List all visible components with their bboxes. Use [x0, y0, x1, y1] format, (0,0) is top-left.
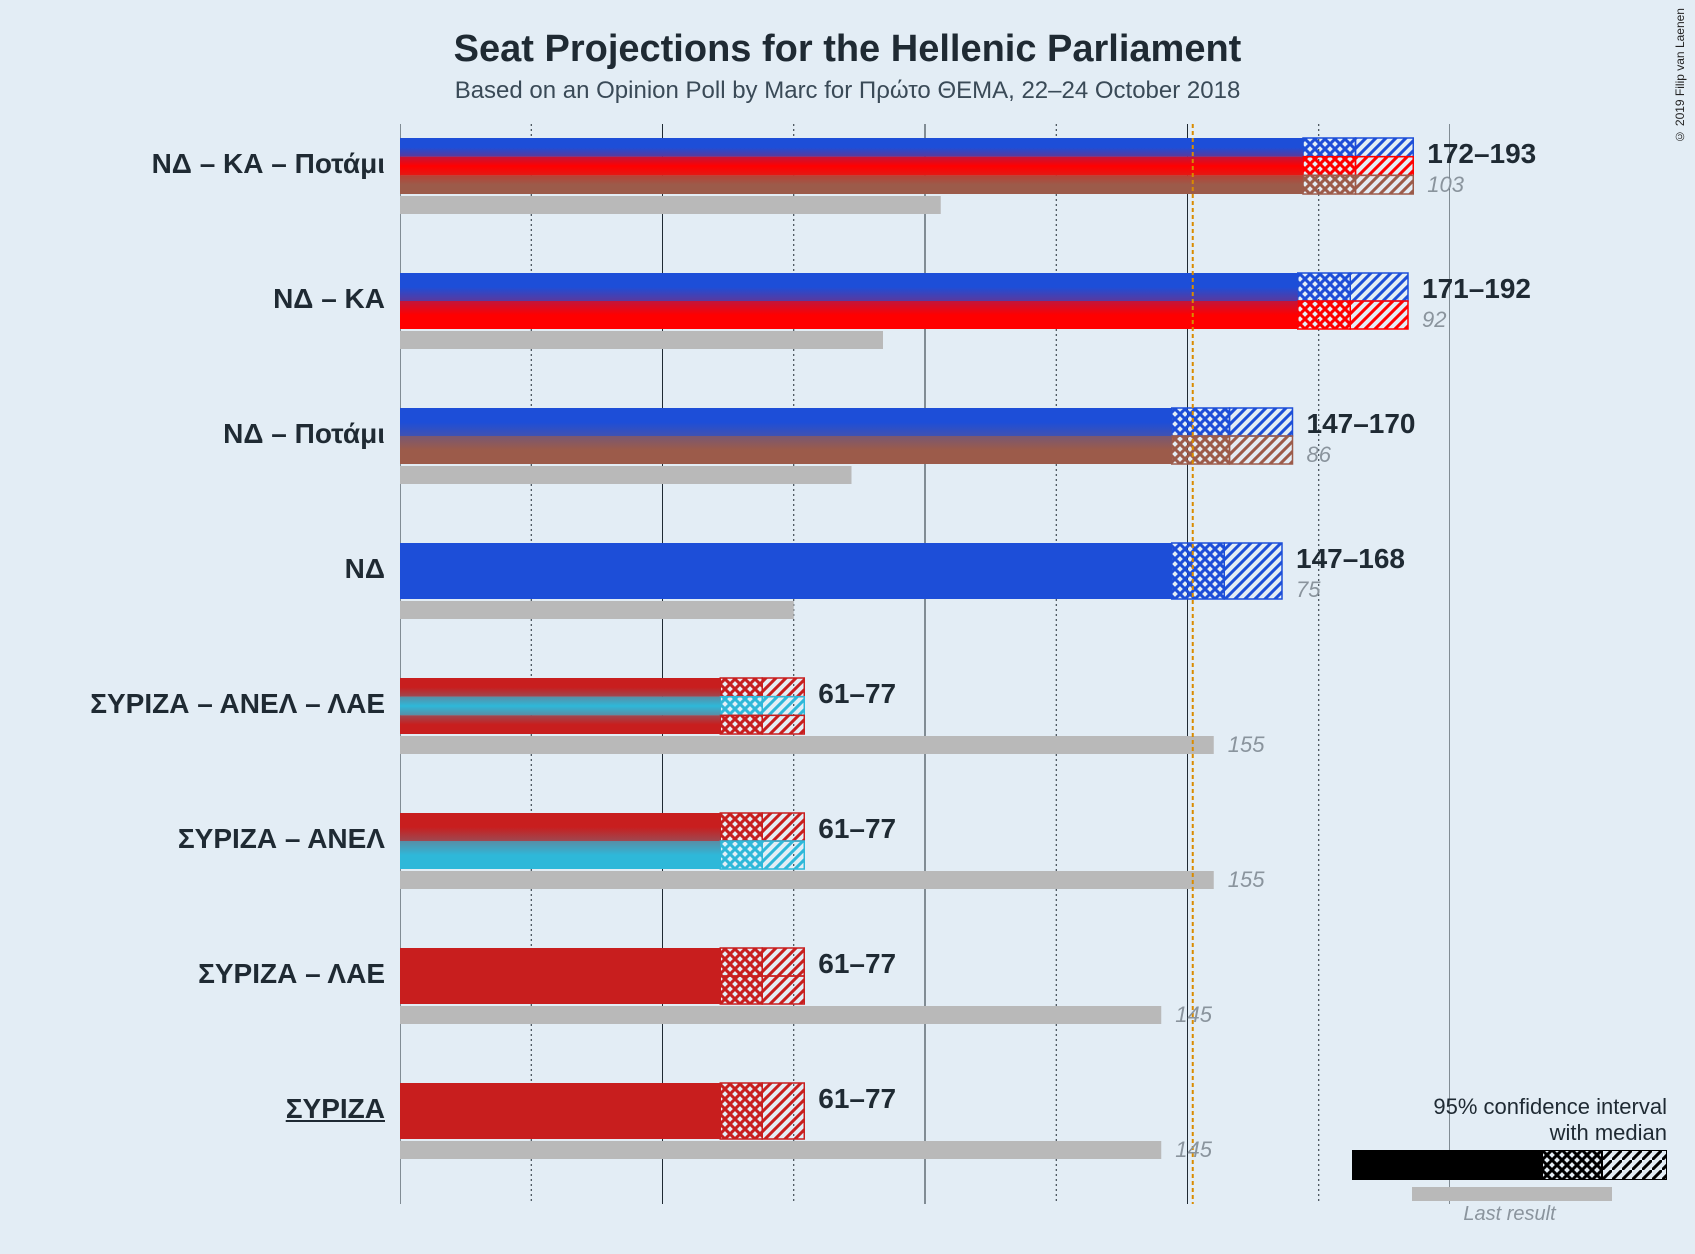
coalition-range: 147–170 — [1307, 408, 1416, 440]
coalition-label: ΝΔ — [5, 553, 385, 585]
copyright-text: © 2019 Filip van Laenen — [1673, 8, 1687, 143]
coalition-range: 172–193 — [1427, 138, 1536, 170]
legend-ci-label-1: 95% confidence interval — [1352, 1094, 1667, 1120]
legend-ci-bar — [1352, 1150, 1667, 1180]
coalition-last: 103 — [1427, 172, 1464, 198]
legend: 95% confidence interval with median Last… — [1352, 1094, 1667, 1226]
coalition-label: ΝΔ – Ποτάμι — [5, 418, 385, 450]
chart-subtitle: Based on an Opinion Poll by Marc for Πρώ… — [0, 71, 1695, 123]
coalition-label: ΣΥΡΙΖΑ — [5, 1093, 385, 1125]
coalition-range: 61–77 — [818, 813, 896, 845]
coalition-last: 155 — [1228, 732, 1265, 758]
coalition-range: 61–77 — [818, 1083, 896, 1115]
coalition-last: 145 — [1175, 1137, 1212, 1163]
legend-last-bar — [1412, 1187, 1612, 1201]
coalition-label: ΣΥΡΙΖΑ – ΛΑΕ — [5, 958, 385, 990]
seat-projection-chart — [400, 124, 1450, 1214]
legend-last-label: Last result — [1352, 1203, 1667, 1226]
legend-ci-label-2: with median — [1352, 1120, 1667, 1146]
coalition-last: 92 — [1422, 307, 1446, 333]
chart-title: Seat Projections for the Hellenic Parlia… — [0, 0, 1695, 71]
coalition-last: 75 — [1296, 577, 1320, 603]
coalition-range: 61–77 — [818, 948, 896, 980]
coalition-last: 145 — [1175, 1002, 1212, 1028]
coalition-label: ΝΔ – ΚΑ – Ποτάμι — [5, 148, 385, 180]
coalition-label: ΣΥΡΙΖΑ – ΑΝΕΛ – ΛΑΕ — [5, 688, 385, 720]
coalition-last: 86 — [1307, 442, 1331, 468]
coalition-last: 155 — [1228, 867, 1265, 893]
coalition-range: 171–192 — [1422, 273, 1531, 305]
coalition-label: ΣΥΡΙΖΑ – ΑΝΕΛ — [5, 823, 385, 855]
coalition-label: ΝΔ – ΚΑ — [5, 283, 385, 315]
coalition-range: 61–77 — [818, 678, 896, 710]
coalition-range: 147–168 — [1296, 543, 1405, 575]
